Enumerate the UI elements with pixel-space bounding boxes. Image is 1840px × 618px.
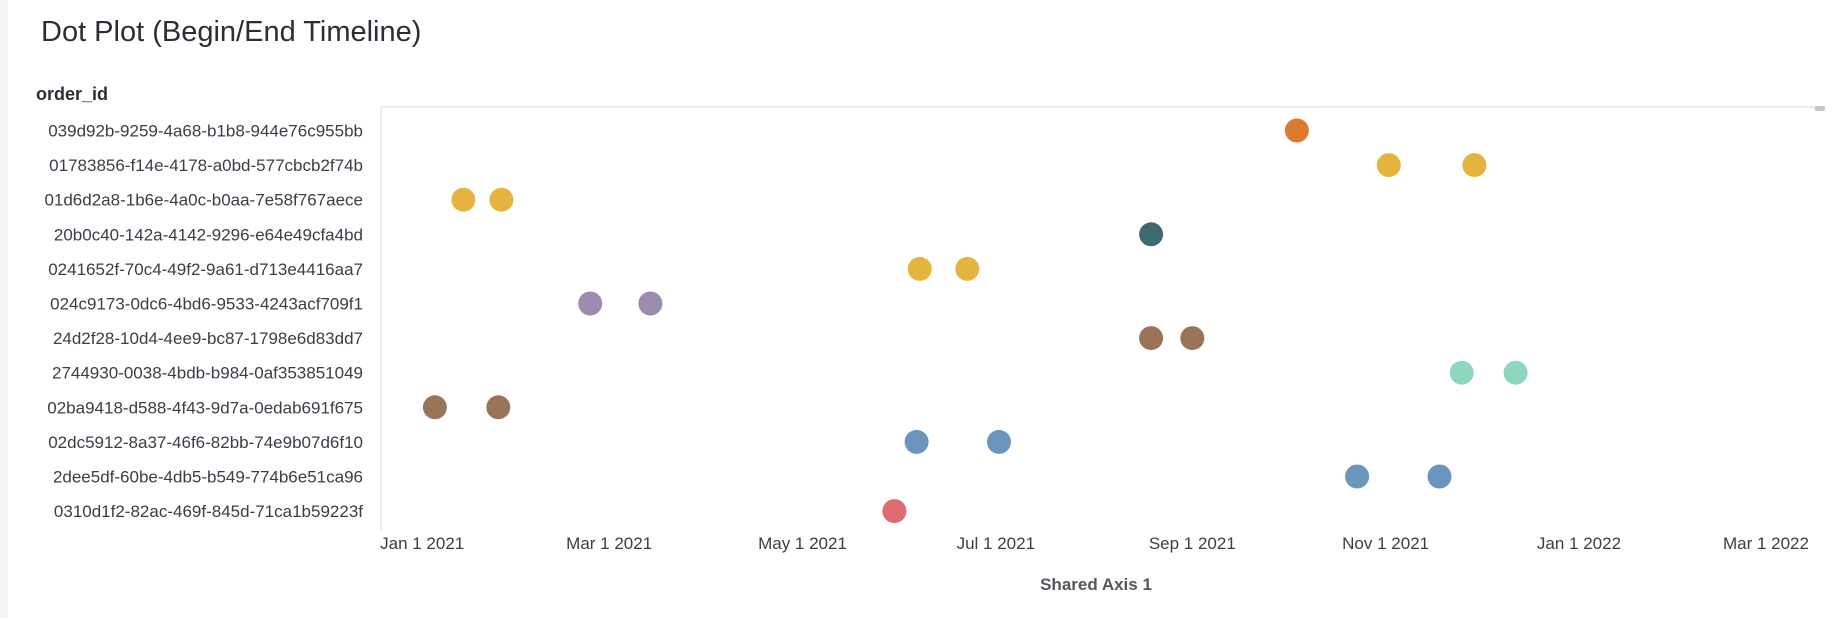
data-dot[interactable] <box>451 187 476 212</box>
data-dot[interactable] <box>955 256 980 281</box>
data-dot[interactable] <box>1180 326 1205 351</box>
y-tick-label: 02ba9418-d588-4f43-9d7a-0edab691f675 <box>47 398 363 417</box>
data-dot[interactable] <box>907 256 932 281</box>
y-tick-label: 0310d1f2-82ac-469f-845d-71ca1b59223f <box>54 502 363 521</box>
chart-title: Dot Plot (Begin/End Timeline) <box>41 16 422 48</box>
y-tick-label: 24d2f28-10d4-4ee9-bc87-1798e6d83dd7 <box>53 329 363 348</box>
y-tick-label: 2744930-0038-4bdb-b984-0af353851049 <box>52 364 363 383</box>
x-tick-label: Mar 1 2022 <box>1723 534 1809 553</box>
data-dot[interactable] <box>904 429 929 454</box>
data-dot[interactable] <box>1449 360 1474 385</box>
data-dot[interactable] <box>486 395 511 420</box>
data-dot[interactable] <box>1139 326 1164 351</box>
data-dot[interactable] <box>1427 464 1452 489</box>
data-dot[interactable] <box>1462 153 1487 178</box>
plot-area <box>380 106 1825 530</box>
data-dot[interactable] <box>638 291 663 316</box>
data-dot[interactable] <box>1503 360 1528 385</box>
y-dimension-label: order_id <box>36 84 109 104</box>
x-tick-label: Jan 1 2021 <box>380 534 464 553</box>
x-tick-label: Jan 1 2022 <box>1537 534 1621 553</box>
y-tick-label: 039d92b-9259-4a68-b1b8-944e76c955bb <box>48 122 363 141</box>
x-axis-ticks: Jan 1 2021 Mar 1 2021 May 1 2021 Jul 1 2021… <box>380 534 1809 553</box>
data-dot[interactable] <box>987 429 1011 454</box>
y-tick-label: 01d6d2a8-1b6e-4a0c-b0aa-7e58f767aece <box>44 191 363 210</box>
data-dot[interactable] <box>1345 464 1370 489</box>
data-dot[interactable] <box>578 291 603 316</box>
x-tick-label: Mar 1 2021 <box>566 534 652 553</box>
data-dot[interactable] <box>422 395 447 420</box>
x-axis-title: Shared Axis 1 <box>1040 575 1152 594</box>
y-tick-label: 02dc5912-8a37-46f6-82bb-74e9b07d6f10 <box>48 433 363 452</box>
data-dot[interactable] <box>1376 153 1401 178</box>
data-dot[interactable] <box>1139 222 1164 247</box>
y-tick-label: 0241652f-70c4-49f2-9a61-d713e4416aa7 <box>48 260 363 279</box>
y-tick-label: 01783856-f14e-4178-a0bd-577cbcb2f74b <box>49 156 363 175</box>
y-axis-labels: 039d92b-9259-4a68-b1b8-944e76c955bb 01783… <box>44 122 363 522</box>
y-tick-label: 024c9173-0dc6-4bd6-9533-4243acf709f1 <box>50 295 363 314</box>
x-tick-label: Sep 1 2021 <box>1149 534 1236 553</box>
chart-card: Dot Plot (Begin/End Timeline) order_id <box>8 0 1840 618</box>
y-tick-label: 20b0c40-142a-4142-9296-e64e49cfa4bd <box>54 225 363 244</box>
x-tick-label: Nov 1 2021 <box>1342 534 1429 553</box>
y-tick-label: 2dee5df-60be-4db5-b549-774b6e51ca96 <box>53 468 363 487</box>
dots-layer <box>422 118 1528 524</box>
data-dot[interactable] <box>1284 118 1309 143</box>
x-tick-label: May 1 2021 <box>758 534 847 553</box>
data-dot[interactable] <box>882 499 907 524</box>
x-tick-label: Jul 1 2021 <box>957 534 1035 553</box>
scrollbar-thumb[interactable] <box>1815 106 1825 111</box>
data-dot[interactable] <box>489 187 514 212</box>
